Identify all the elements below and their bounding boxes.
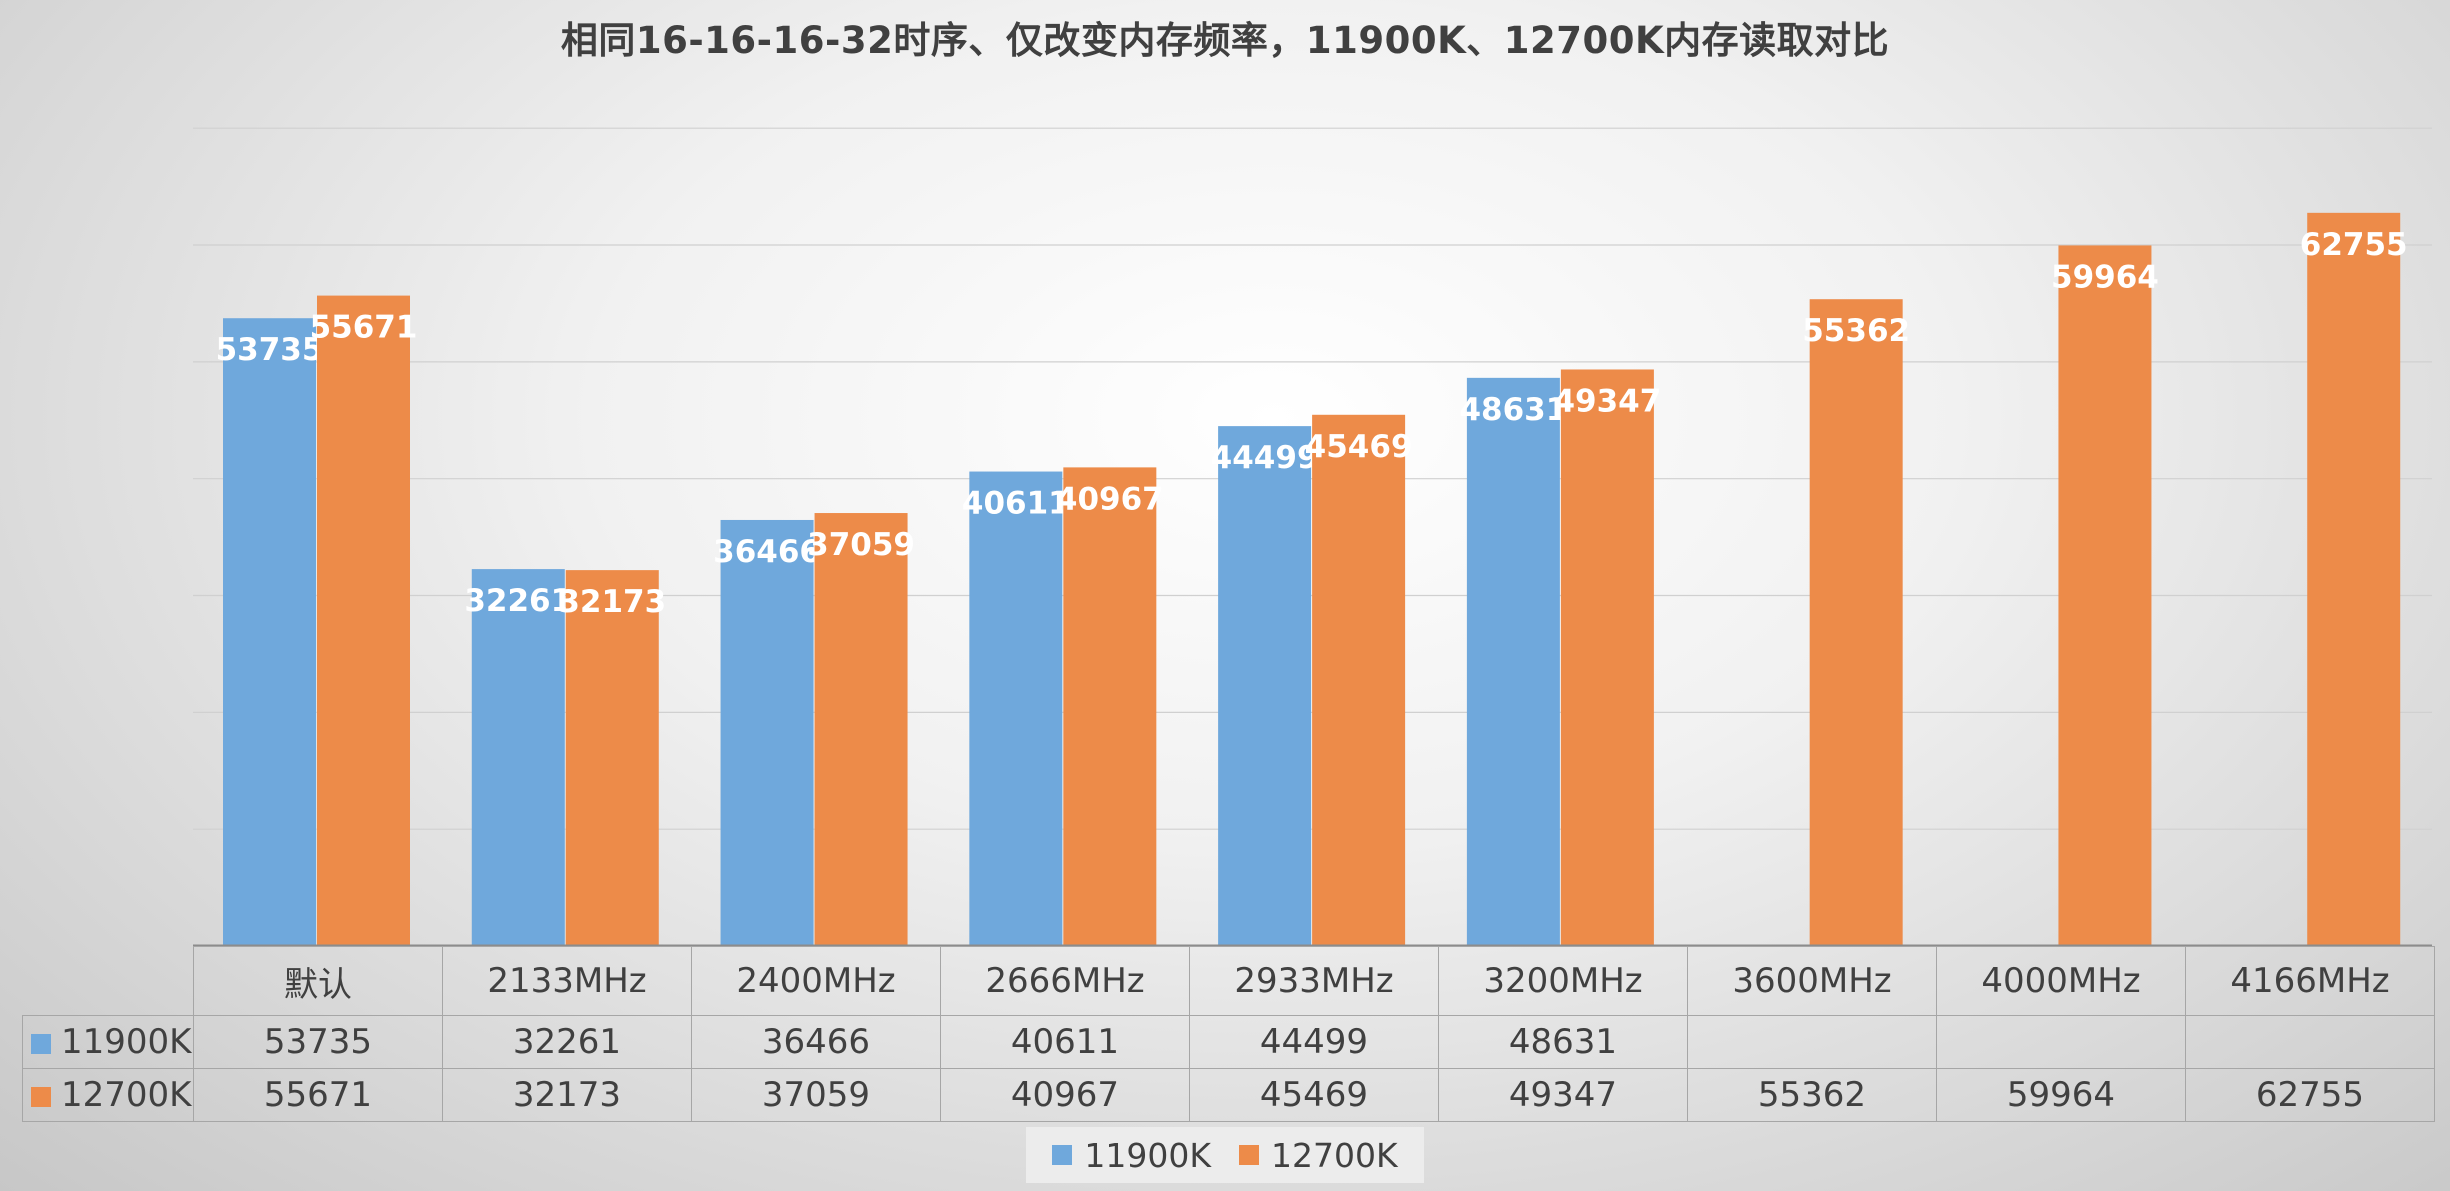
data-label-12700k-7: 59964: [2051, 259, 2159, 295]
data-label-11900k-3: 40611: [962, 486, 1070, 522]
legend: 11900K 12700K: [1026, 1127, 1424, 1183]
data-label-12700k-3: 40967: [1056, 481, 1164, 517]
bar-12700k-2: [814, 513, 908, 946]
data-label-12700k-0: 55671: [310, 310, 418, 346]
legend-item-11900k: 11900K: [1052, 1136, 1211, 1175]
category-label-0: 默认: [193, 946, 443, 1016]
data-table-cell-11900k-3: 40611: [940, 1015, 1190, 1069]
category-label-8: 4166MHz: [2185, 946, 2435, 1016]
data-table-series-label-12700k: 12700K: [22, 1068, 194, 1122]
data-table-key-11900k: [31, 1033, 51, 1054]
data-label-12700k-6: 55362: [1802, 313, 1910, 349]
data-table-cell-11900k-0: 53735: [193, 1015, 443, 1069]
data-table-cell-11900k-4: 44499: [1189, 1015, 1439, 1069]
data-label-12700k-4: 45469: [1305, 429, 1413, 465]
legend-label-11900k: 11900K: [1084, 1135, 1211, 1175]
bar-11900k-2: [720, 519, 814, 946]
bar-12700k-7: [2058, 245, 2152, 946]
data-table-series-name-12700k: 12700K: [61, 1075, 192, 1115]
data-table-cell-12700k-2: 37059: [691, 1068, 941, 1122]
data-table-cell-12700k-0: 55671: [193, 1068, 443, 1122]
data-label-12700k-8: 62755: [2300, 227, 2408, 263]
data-table-category-row: 默认 2133MHz 2400MHz 2666MHz 2933MHz 3200MHz 360…: [22, 946, 2435, 1016]
bar-11900k-4: [1218, 426, 1312, 946]
bar-11900k-1: [471, 569, 565, 946]
bar-12700k-1: [565, 570, 659, 946]
bar-12700k-5: [1560, 369, 1654, 946]
data-table-cell-11900k-5: 48631: [1438, 1015, 1688, 1069]
data-table-corner: [22, 946, 194, 1016]
bar-11900k-3: [969, 471, 1063, 946]
data-label-11900k-0: 53735: [216, 332, 324, 368]
data-table-cell-12700k-4: 45469: [1189, 1068, 1439, 1122]
chart-title: 相同16-16-16-32时序、仅改变内存频率，11900K、12700K内存读…: [560, 19, 1890, 62]
data-label-11900k-1: 32261: [464, 583, 572, 619]
bar-11900k-5: [1466, 377, 1560, 946]
legend-label-12700k: 12700K: [1271, 1135, 1398, 1175]
category-label-5: 3200MHz: [1438, 946, 1688, 1016]
data-table-cell-12700k-5: 49347: [1438, 1068, 1688, 1122]
data-table-cell-11900k-2: 36466: [691, 1015, 941, 1069]
data-label-12700k-1: 32173: [558, 584, 666, 620]
data-label-11900k-5: 48631: [1459, 392, 1567, 428]
data-table-cell-12700k-8: 62755: [2185, 1068, 2435, 1122]
data-label-11900k-2: 36466: [713, 534, 821, 570]
category-label-6: 3600MHz: [1687, 946, 1937, 1016]
bar-12700k-4: [1312, 414, 1406, 946]
data-table-cell-11900k-7: [1936, 1015, 2186, 1069]
data-label-12700k-5: 49347: [1553, 383, 1661, 419]
category-label-4: 2933MHz: [1189, 946, 1439, 1016]
data-table-cell-12700k-7: 59964: [1936, 1068, 2186, 1122]
category-label-7: 4000MHz: [1936, 946, 2186, 1016]
data-table-cell-12700k-1: 32173: [442, 1068, 692, 1122]
data-table-cell-11900k-6: [1687, 1015, 1937, 1069]
data-table-cell-12700k-6: 55362: [1687, 1068, 1937, 1122]
data-table-cell-11900k-1: 32261: [442, 1015, 692, 1069]
legend-swatch-12700k: [1239, 1145, 1259, 1165]
data-table-row-12700k: 12700K 55671 32173 37059 40967 45469 49347 5536…: [22, 1068, 2435, 1122]
data-table-series-label-11900k: 11900K: [22, 1015, 194, 1069]
data-table: 默认 2133MHz 2400MHz 2666MHz 2933MHz 3200MHz 360…: [22, 946, 2435, 1122]
data-table-key-12700k: [31, 1086, 51, 1107]
data-table-cell-12700k-3: 40967: [940, 1068, 1190, 1122]
data-table-row-11900k: 11900K 53735 32261 36466 40611 44499 48631: [22, 1015, 2435, 1069]
legend-item-12700k: 12700K: [1239, 1136, 1398, 1175]
category-label-3: 2666MHz: [940, 946, 1190, 1016]
data-table-series-name-11900k: 11900K: [61, 1022, 192, 1062]
data-label-11900k-4: 44499: [1211, 440, 1319, 476]
category-label-1: 2133MHz: [442, 946, 692, 1016]
bar-12700k-3: [1063, 467, 1157, 946]
category-label-2: 2400MHz: [691, 946, 941, 1016]
bar-11900k-0: [223, 318, 316, 946]
bar-12700k-8: [2307, 212, 2401, 946]
data-table-cell-11900k-8: [2185, 1015, 2435, 1069]
legend-swatch-11900k: [1052, 1145, 1073, 1165]
bar-12700k-0: [317, 295, 410, 946]
data-label-12700k-2: 37059: [807, 527, 915, 563]
bar-12700k-6: [1809, 299, 1903, 946]
